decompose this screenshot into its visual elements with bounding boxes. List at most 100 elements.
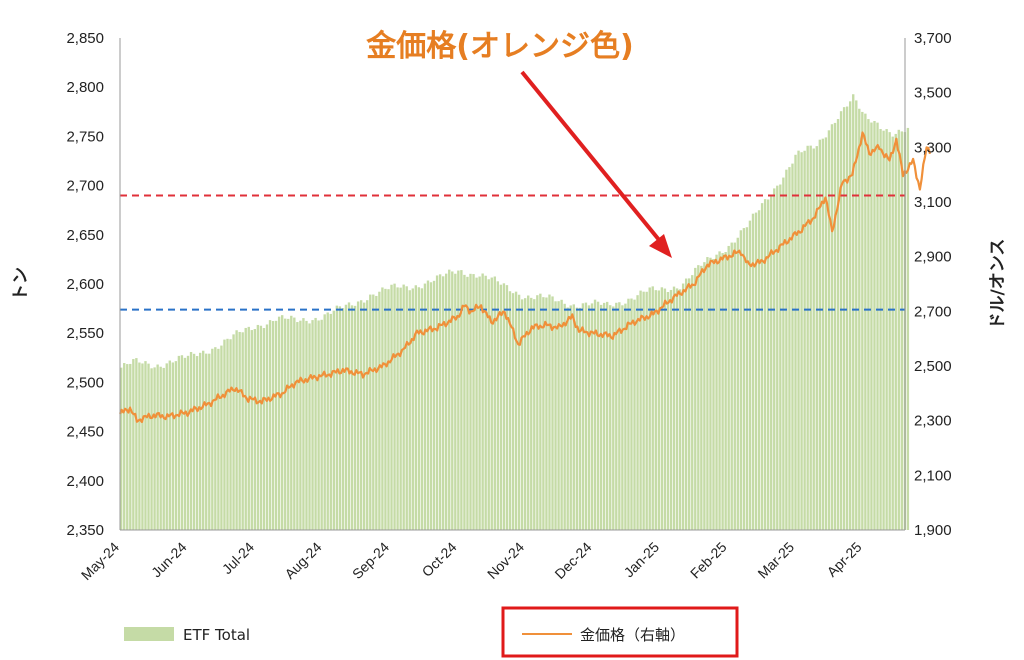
etf-bar — [739, 230, 743, 530]
etf-bar — [557, 301, 560, 530]
etf-bar — [563, 303, 566, 530]
etf-bar — [484, 275, 487, 530]
legend-gold-highlight-box — [501, 606, 739, 658]
etf-bar — [293, 317, 296, 530]
etf-bar — [320, 319, 323, 530]
etf-bar — [684, 278, 688, 530]
etf-bar — [359, 300, 363, 530]
etf-bar — [226, 338, 229, 530]
annotation-arrow-shaft — [520, 70, 666, 248]
etf-bar — [438, 274, 442, 530]
etf-bar — [508, 291, 512, 530]
etf-bar — [742, 228, 746, 530]
etf-bar — [262, 328, 266, 530]
etf-bar — [317, 320, 320, 530]
etf-bar — [265, 324, 269, 530]
etf-bar — [378, 291, 381, 530]
right-tick-label: 3,300 — [914, 139, 952, 156]
etf-bar — [363, 302, 366, 530]
etf-bar — [384, 288, 387, 530]
etf-bars — [120, 94, 910, 531]
etf-bar — [897, 129, 900, 530]
etf-bar — [223, 339, 226, 530]
etf-bar — [812, 148, 815, 530]
etf-bar — [366, 300, 369, 530]
etf-bar — [511, 293, 515, 530]
etf-bar — [836, 119, 840, 530]
etf-bar — [499, 284, 503, 530]
etf-bar — [326, 312, 329, 530]
etf-bar — [663, 288, 667, 530]
x-tick-label: Oct-24 — [419, 539, 460, 580]
etf-bar — [314, 317, 317, 530]
etf-bar — [709, 257, 712, 530]
etf-bar — [782, 177, 785, 530]
etf-bar — [481, 273, 484, 530]
etf-bar — [256, 324, 260, 530]
right-tick-label: 2,700 — [914, 303, 952, 320]
etf-bar — [168, 360, 171, 530]
etf-bar — [842, 107, 846, 530]
etf-bar — [247, 326, 250, 530]
etf-bar — [800, 152, 803, 531]
etf-bar — [648, 287, 651, 530]
left-tick-label: 2,750 — [66, 128, 104, 145]
x-tick-label: Sep-24 — [349, 539, 392, 582]
gold-price-line-group — [118, 131, 932, 424]
etf-bar — [180, 355, 184, 530]
etf-bar — [885, 129, 888, 530]
etf-bar — [335, 305, 339, 530]
reference-lines — [120, 194, 905, 311]
etf-bar — [691, 275, 694, 530]
etf-bar — [703, 262, 706, 530]
etf-bar — [785, 169, 788, 530]
etf-bar — [177, 355, 181, 530]
etf-bar — [539, 293, 542, 530]
etf-bar — [773, 188, 776, 530]
etf-bar — [788, 167, 791, 531]
etf-bar — [183, 357, 187, 530]
etf-bar — [745, 227, 749, 530]
etf-bar — [208, 353, 211, 530]
etf-bar — [672, 286, 676, 530]
right-tick-label: 2,100 — [914, 467, 952, 484]
etf-bar — [651, 286, 654, 530]
etf-bar — [451, 271, 454, 530]
etf-bar — [776, 185, 779, 530]
etf-bar — [475, 277, 478, 530]
legend: ETF Total 金価格（右軸） — [124, 606, 739, 658]
etf-bar — [645, 291, 648, 530]
etf-bar — [575, 307, 578, 530]
etf-bar — [135, 358, 138, 530]
etf-bar — [569, 305, 572, 530]
etf-bar — [770, 195, 773, 530]
etf-bar — [551, 296, 554, 530]
etf-bar — [864, 113, 867, 530]
etf-bar — [126, 364, 129, 530]
x-axis-ticks: May-24 Jun-24 Jul-24 Aug-24 Sep-24 Oct-24 Nov-… — [78, 539, 865, 583]
right-tick-label: 3,500 — [914, 85, 952, 102]
etf-bar — [138, 362, 141, 530]
legend-gold-label: 金価格（右軸） — [580, 626, 685, 644]
etf-bar — [241, 332, 244, 530]
etf-bar — [548, 294, 551, 530]
left-axis-ticks: 2,350 2,400 2,450 2,500 2,550 2,600 2,650 2,700… — [66, 30, 104, 539]
etf-bar — [156, 364, 159, 530]
etf-bar — [147, 363, 150, 530]
etf-bar — [369, 294, 372, 530]
etf-bar — [323, 314, 326, 530]
etf-bar — [478, 276, 481, 530]
etf-bar — [192, 353, 196, 530]
etf-bar — [205, 353, 208, 530]
etf-bar — [879, 129, 882, 530]
etf-bar — [469, 273, 472, 530]
etf-bar — [751, 213, 755, 530]
etf-bar — [132, 359, 135, 530]
left-tick-label: 2,500 — [66, 374, 104, 391]
etf-bar — [809, 145, 812, 530]
etf-bar — [870, 122, 873, 530]
etf-bar — [833, 122, 837, 531]
etf-bar — [636, 295, 639, 530]
etf-bar — [806, 145, 809, 530]
etf-bar — [906, 127, 910, 531]
